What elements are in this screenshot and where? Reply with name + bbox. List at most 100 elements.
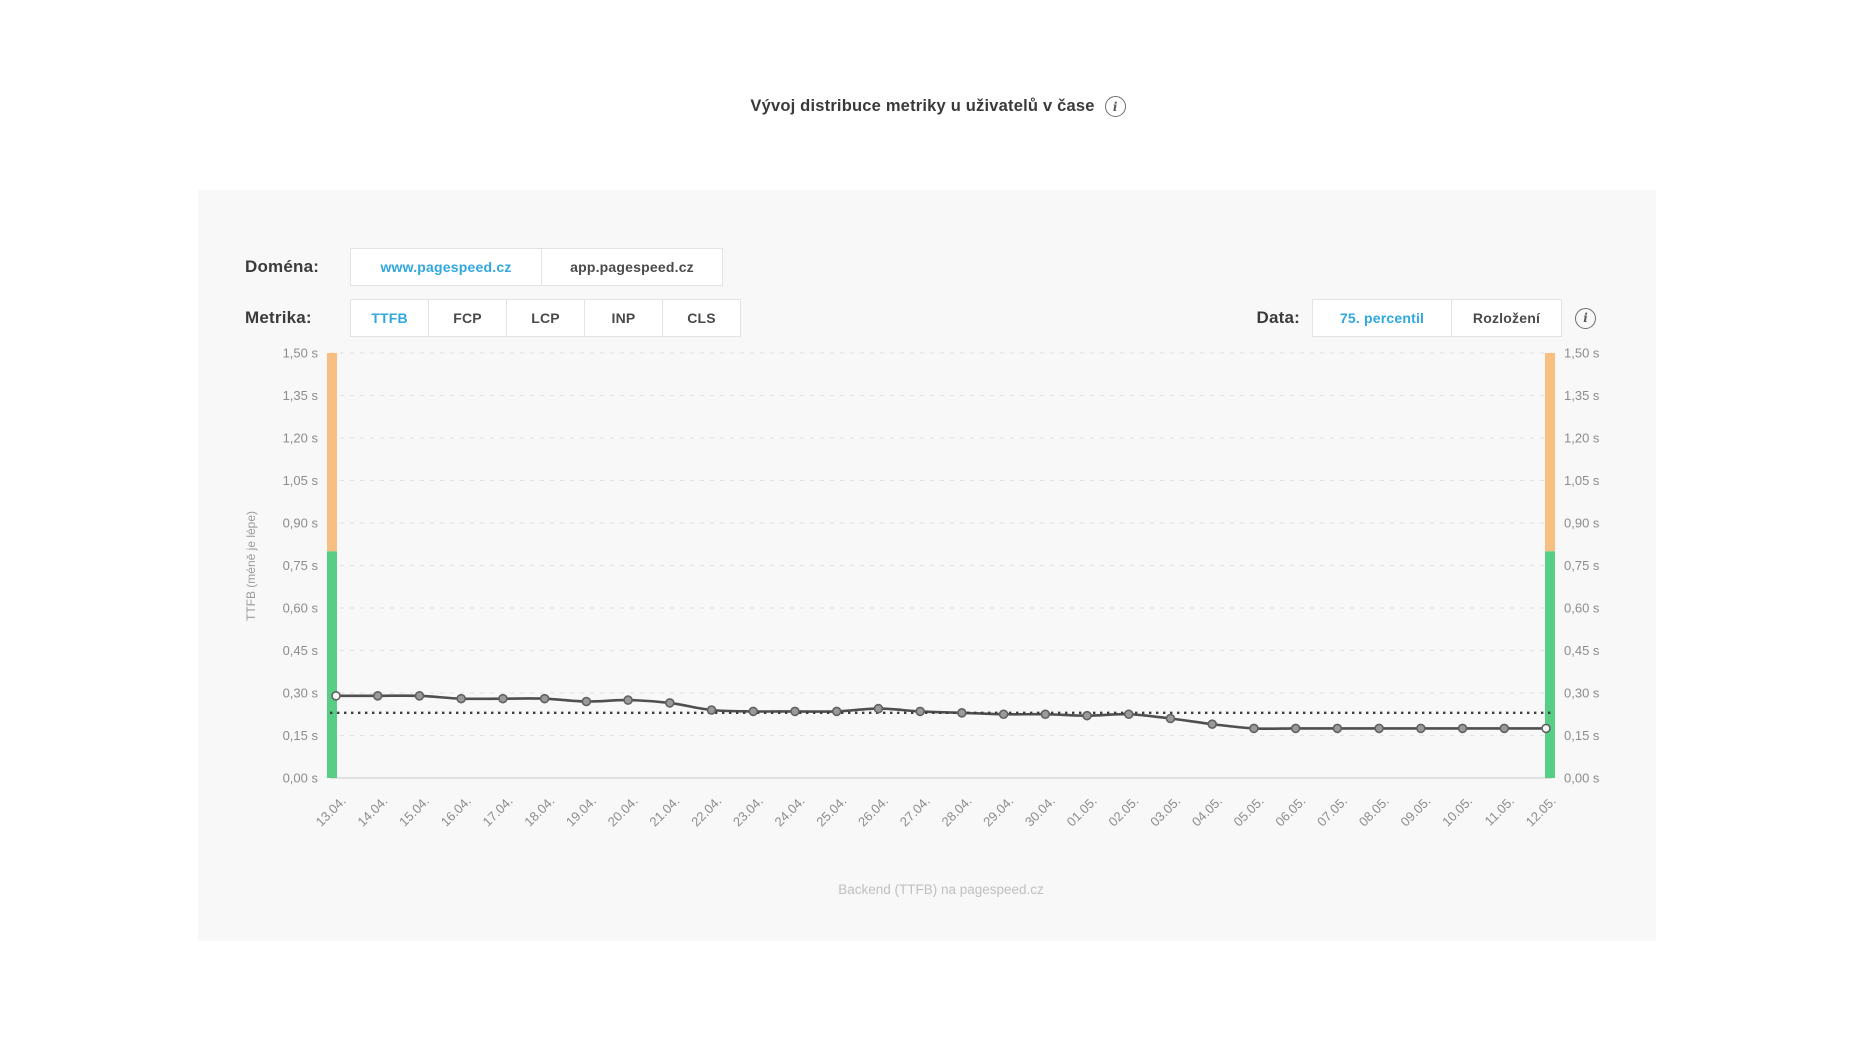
data-mode-control-row: Data: 75. percentil Rozložení i (1256, 299, 1596, 337)
y-tick-label-left: 0,30 s (283, 686, 319, 701)
y-tick-label-left: 1,20 s (283, 431, 319, 446)
metric-option-fcp[interactable]: FCP (428, 299, 507, 337)
x-tick-label: 20.04. (605, 793, 641, 829)
data-point[interactable] (539, 693, 550, 704)
x-tick-label: 13.04. (313, 793, 349, 829)
domain-option-app-pagespeed[interactable]: app.pagespeed.cz (541, 248, 723, 286)
x-tick-label: 06.05. (1272, 793, 1308, 829)
y-tick-label-left: 0,75 s (283, 558, 319, 573)
x-tick-label: 05.05. (1231, 793, 1267, 829)
x-tick-label: 14.04. (354, 793, 390, 829)
x-tick-label: 19.04. (563, 793, 599, 829)
x-tick-label: 22.04. (688, 793, 724, 829)
y-tick-label-right: 0,90 s (1564, 516, 1600, 531)
data-point[interactable] (1165, 713, 1176, 724)
data-point[interactable] (873, 703, 884, 714)
data-point[interactable] (1207, 719, 1218, 729)
x-tick-label: 17.04. (480, 793, 516, 829)
y-tick-label-left: 0,00 s (283, 771, 319, 786)
x-tick-label: 25.04. (813, 793, 849, 829)
y-tick-label-right: 0,60 s (1564, 601, 1600, 616)
page-title: Vývoj distribuce metriky u uživatelů v č… (750, 97, 1095, 115)
metric-switcher: TTFB FCP LCP INP CLS (350, 299, 741, 337)
x-tick-label: 24.04. (772, 793, 808, 829)
metric-option-lcp[interactable]: LCP (506, 299, 585, 337)
data-option-rozlozeni[interactable]: Rozložení (1451, 299, 1562, 337)
data-point[interactable] (1457, 723, 1468, 734)
x-tick-label: 10.05. (1439, 793, 1475, 829)
data-info-icon[interactable]: i (1575, 307, 1596, 329)
data-option-75-percentil[interactable]: 75. percentil (1312, 299, 1452, 337)
data-point[interactable] (957, 708, 967, 718)
data-point[interactable] (1541, 723, 1551, 734)
metric-label: Metrika: (245, 308, 312, 327)
y-tick-label-left: 1,05 s (283, 473, 319, 488)
x-tick-label: 08.05. (1356, 793, 1392, 829)
data-point[interactable] (1416, 723, 1426, 734)
domain-label: Doména: (245, 257, 320, 276)
y-axis-title: TTFB (méně je lépe) (244, 511, 258, 621)
data-point[interactable] (414, 691, 425, 701)
chart-panel: Doména: www.pagespeed.cz app.pagespeed.c… (198, 190, 1656, 941)
x-tick-label: 30.04. (1022, 793, 1058, 829)
title-info-icon[interactable]: i (1104, 96, 1126, 117)
x-tick-label: 23.04. (730, 793, 766, 829)
data-point[interactable] (1249, 723, 1259, 734)
x-tick-label: 09.05. (1397, 793, 1433, 829)
y-tick-label-left: 1,50 s (283, 346, 319, 361)
data-point[interactable] (706, 705, 717, 715)
data-mode-switcher: 75. percentil Rozložení (1312, 299, 1562, 337)
y-tick-label-left: 0,45 s (283, 643, 319, 658)
data-point[interactable] (1290, 723, 1301, 734)
data-point[interactable] (915, 706, 925, 717)
x-tick-label: 01.05. (1064, 793, 1100, 829)
data-point[interactable] (372, 691, 383, 701)
y-tick-label-right: 0,45 s (1564, 643, 1600, 658)
threshold-bar-green (1545, 551, 1555, 778)
data-mode-label: Data: (1256, 308, 1300, 327)
data-point[interactable] (498, 693, 508, 704)
ttfb-line-chart[interactable]: 0,00 s 0,00 s 0,15 s 0,15 s 0,30 s 0,30 s 0,45… (198, 190, 1656, 941)
metric-option-ttfb[interactable]: TTFB (350, 299, 429, 337)
x-tick-label: 21.04. (646, 793, 682, 829)
data-point[interactable] (831, 706, 842, 717)
x-tick-label: 16.04. (438, 793, 474, 829)
data-point[interactable] (1332, 723, 1343, 734)
data-point[interactable] (748, 706, 759, 717)
data-point[interactable] (623, 695, 633, 705)
y-tick-label-left: 0,15 s (283, 728, 319, 743)
data-point[interactable] (790, 706, 800, 717)
x-tick-label: 18.04. (521, 793, 557, 829)
domain-option-www-pagespeed[interactable]: www.pagespeed.cz (350, 248, 542, 286)
data-point[interactable] (1374, 723, 1384, 734)
x-tick-label: 27.04. (897, 793, 933, 829)
data-point[interactable] (581, 696, 592, 707)
y-tick-label-left: 0,60 s (283, 601, 319, 616)
y-tick-label-right: 0,30 s (1564, 686, 1600, 701)
data-point[interactable] (331, 691, 341, 701)
x-tick-label: 04.05. (1189, 793, 1225, 829)
data-point[interactable] (1040, 709, 1051, 720)
threshold-bar-orange (327, 353, 337, 552)
metric-option-cls[interactable]: CLS (662, 299, 741, 337)
x-tick-label: 28.04. (938, 793, 974, 829)
y-tick-label-right: 1,35 s (1564, 388, 1600, 403)
metric-control-row: Metrika: TTFB FCP LCP INP CLS (245, 299, 741, 337)
threshold-bar-green (327, 551, 337, 778)
data-point[interactable] (456, 693, 466, 704)
x-tick-label: 07.05. (1314, 793, 1350, 829)
x-tick-label: 02.05. (1105, 793, 1141, 829)
metric-option-inp[interactable]: INP (584, 299, 663, 337)
data-point[interactable] (998, 709, 1009, 720)
data-point[interactable] (1123, 709, 1134, 720)
data-point[interactable] (664, 698, 675, 708)
y-tick-label-right: 0,75 s (1564, 558, 1600, 573)
data-point[interactable] (1082, 710, 1092, 721)
y-tick-label-right: 1,20 s (1564, 431, 1600, 446)
data-point[interactable] (1499, 723, 1510, 734)
x-tick-label: 03.05. (1147, 793, 1183, 829)
threshold-bar-orange (1545, 353, 1555, 552)
chart-caption: Backend (TTFB) na pagespeed.cz (838, 882, 1044, 897)
domain-control-row: Doména: www.pagespeed.cz app.pagespeed.c… (245, 248, 723, 286)
y-tick-label-right: 1,05 s (1564, 473, 1600, 488)
